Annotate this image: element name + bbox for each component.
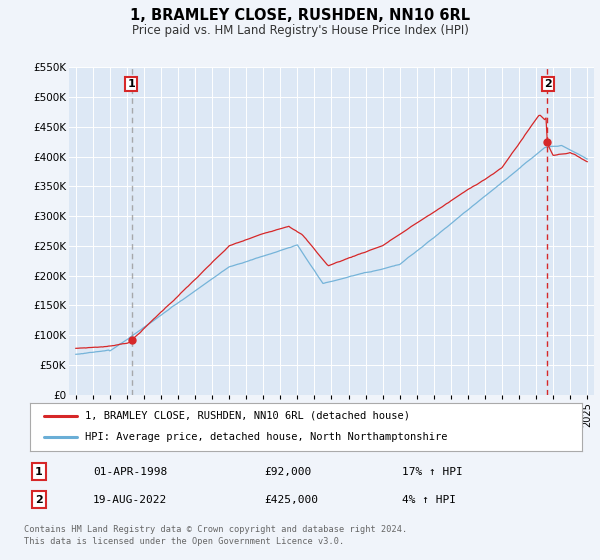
Text: Price paid vs. HM Land Registry's House Price Index (HPI): Price paid vs. HM Land Registry's House … [131, 24, 469, 37]
Text: 1: 1 [35, 466, 43, 477]
Text: HPI: Average price, detached house, North Northamptonshire: HPI: Average price, detached house, Nort… [85, 432, 448, 442]
Text: 1, BRAMLEY CLOSE, RUSHDEN, NN10 6RL (detached house): 1, BRAMLEY CLOSE, RUSHDEN, NN10 6RL (det… [85, 410, 410, 421]
Text: 2: 2 [35, 494, 43, 505]
Text: Contains HM Land Registry data © Crown copyright and database right 2024.
This d: Contains HM Land Registry data © Crown c… [24, 525, 407, 546]
Text: 2: 2 [544, 79, 552, 89]
Text: £92,000: £92,000 [264, 466, 311, 477]
Text: 17% ↑ HPI: 17% ↑ HPI [402, 466, 463, 477]
Text: 1, BRAMLEY CLOSE, RUSHDEN, NN10 6RL: 1, BRAMLEY CLOSE, RUSHDEN, NN10 6RL [130, 8, 470, 24]
Text: 19-AUG-2022: 19-AUG-2022 [93, 494, 167, 505]
Text: 4% ↑ HPI: 4% ↑ HPI [402, 494, 456, 505]
Text: 01-APR-1998: 01-APR-1998 [93, 466, 167, 477]
Text: 1: 1 [127, 79, 135, 89]
Text: £425,000: £425,000 [264, 494, 318, 505]
